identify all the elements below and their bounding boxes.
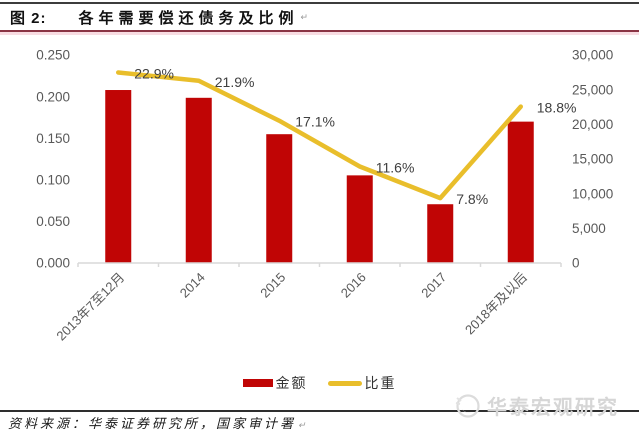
bar-series-swatch-icon	[242, 379, 273, 387]
x-axis-category-label: 2016	[338, 270, 369, 301]
bar	[266, 134, 293, 263]
right-axis-tick-label: 15,000	[572, 152, 613, 167]
source-text: 华泰证券研究所，国家审计署	[88, 416, 297, 431]
bar	[185, 97, 212, 263]
title-row: 图 2: 各年需要偿还债务及比例 ↵	[0, 4, 639, 30]
right-axis-tick-label: 5,000	[572, 221, 606, 236]
combo-chart: 0.000 0.050 0.100 0.150 0.200 0.250 0 5,000 10,0…	[36, 48, 613, 344]
x-axis-category-label: 2014	[177, 270, 208, 301]
x-axis-category-label: 2015	[257, 270, 288, 301]
legend-item-ratio: 比重	[327, 373, 397, 393]
legend-item-amount: 金额	[242, 373, 308, 393]
right-axis-tick-label: 0	[572, 256, 580, 271]
top-rule	[0, 2, 639, 4]
watermark-text: 华泰宏观研究	[487, 397, 619, 419]
point-label: 22.9%	[134, 65, 174, 81]
point-label: 17.1%	[295, 114, 335, 130]
figure-number-label: 图 2:	[10, 9, 47, 27]
line-series-swatch-icon	[327, 380, 362, 386]
bar	[507, 121, 534, 263]
point-label: 11.6%	[376, 159, 415, 175]
left-axis-tick-label: 0.250	[36, 48, 70, 63]
x-axis-category-label: 2017	[418, 270, 449, 301]
figure-title: 各年需要偿还债务及比例	[78, 9, 299, 27]
legend-label-ratio: 比重	[364, 375, 397, 391]
title-pink-rule	[0, 32, 639, 35]
source-label: 资料来源：	[8, 416, 89, 431]
left-axis-tick-label: 0.150	[36, 131, 70, 146]
x-axis-category-label: 2018年及以后	[462, 270, 530, 338]
paragraph-return-icon: ↵	[300, 11, 309, 22]
trend-line	[116, 70, 523, 201]
bar	[346, 175, 373, 263]
bar	[105, 90, 132, 263]
left-axis-tick-label: 0.000	[36, 256, 70, 271]
legend-label-amount: 金额	[275, 375, 308, 391]
brand-watermark: 华泰宏观研究	[454, 391, 619, 420]
x-axis-category-label: 2013年7至12月	[53, 270, 127, 344]
left-axis-tick-label: 0.200	[36, 89, 70, 104]
source-line: 资料来源：华泰证券研究所，国家审计署 ↵	[8, 413, 309, 432]
right-axis-tick-label: 10,000	[572, 186, 613, 201]
huatai-logo-icon	[455, 394, 480, 418]
point-label: 7.8%	[456, 191, 488, 207]
title-red-rule	[0, 30, 639, 32]
right-axis-tick-label: 20,000	[572, 117, 613, 132]
footer-rule	[0, 410, 639, 412]
point-label: 21.9%	[215, 74, 255, 90]
figure-header: 图 2: 各年需要偿还债务及比例 ↵	[0, 0, 639, 35]
right-axis-tick-label: 30,000	[572, 48, 613, 63]
right-axis-tick-label: 25,000	[572, 82, 613, 97]
left-axis-tick-label: 0.050	[36, 214, 70, 229]
bar	[427, 204, 454, 263]
chart-legend: 金额 比重	[0, 373, 639, 393]
paragraph-return-icon: ↵	[298, 420, 309, 430]
point-label: 18.8%	[537, 100, 577, 116]
left-axis-tick-label: 0.100	[36, 173, 70, 188]
